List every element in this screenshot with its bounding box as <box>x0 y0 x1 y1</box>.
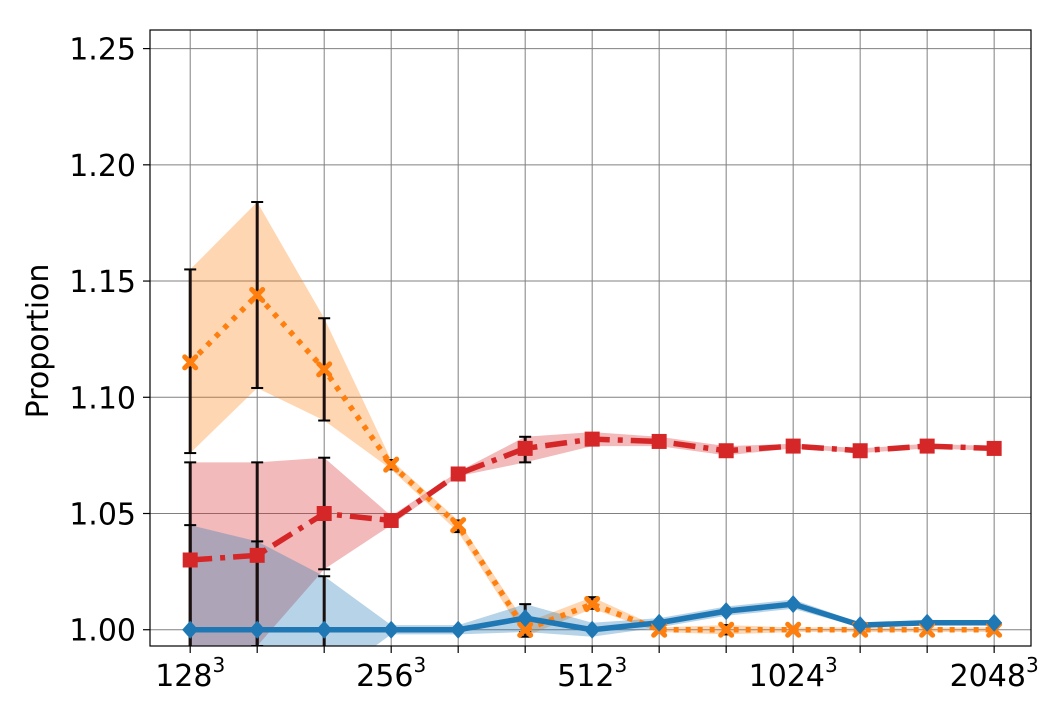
data-point <box>450 620 467 639</box>
data-point <box>316 506 332 522</box>
x-tick-label: 20483 <box>950 653 1039 694</box>
confidence-band-2 <box>190 525 995 646</box>
data-point <box>517 621 534 638</box>
data-point <box>249 620 266 639</box>
confidence-band-1 <box>190 432 995 646</box>
x-tick-label: 1283 <box>155 653 225 694</box>
x-tick-label: 5123 <box>557 653 627 694</box>
data-point <box>651 433 667 449</box>
data-point <box>182 552 198 568</box>
x-tick-label: 10243 <box>749 653 838 694</box>
data-point <box>450 466 466 482</box>
data-point <box>718 443 734 459</box>
data-point <box>986 440 1002 456</box>
data-point <box>316 361 333 378</box>
data-point <box>584 431 600 447</box>
data-point <box>852 443 868 459</box>
data-point <box>651 613 668 632</box>
y-tick-label: 1.00 <box>69 614 136 649</box>
data-point <box>785 595 802 614</box>
data-point <box>383 512 399 528</box>
data-point <box>986 613 1003 632</box>
confidence-bands <box>190 202 995 646</box>
data-point <box>249 547 265 563</box>
y-tick-label: 1.10 <box>69 381 136 416</box>
confidence-band-0 <box>190 202 995 637</box>
x-tick-label: 2563 <box>356 653 426 694</box>
y-tick-label: 1.05 <box>69 498 136 533</box>
data-point <box>182 354 199 371</box>
data-point <box>919 613 936 632</box>
series-markers <box>182 286 1003 639</box>
data-point <box>919 438 935 454</box>
data-point <box>182 620 199 639</box>
data-point <box>383 456 400 473</box>
data-point <box>785 438 801 454</box>
y-axis: 1.00 1.05 1.10 1.15 1.20 1.25 <box>69 33 150 649</box>
data-point <box>249 286 266 303</box>
data-point <box>584 620 601 639</box>
y-tick-label: 1.25 <box>69 33 136 68</box>
data-point <box>718 602 735 621</box>
data-point <box>584 596 601 613</box>
data-point <box>383 620 400 639</box>
data-point <box>517 440 533 456</box>
data-point <box>517 609 534 628</box>
data-point <box>852 616 869 635</box>
y-tick-label: 1.15 <box>69 265 136 300</box>
data-point <box>718 621 735 638</box>
plot-frame <box>149 29 1032 647</box>
data-point <box>316 620 333 639</box>
data-point <box>450 517 467 534</box>
plot-background <box>150 30 1031 646</box>
x-axis: 1283 2563 5123 10243 20483 <box>155 646 1039 694</box>
y-tick-label: 1.20 <box>69 149 136 184</box>
y-axis-label: Proportion <box>21 264 56 419</box>
data-point <box>785 621 802 638</box>
